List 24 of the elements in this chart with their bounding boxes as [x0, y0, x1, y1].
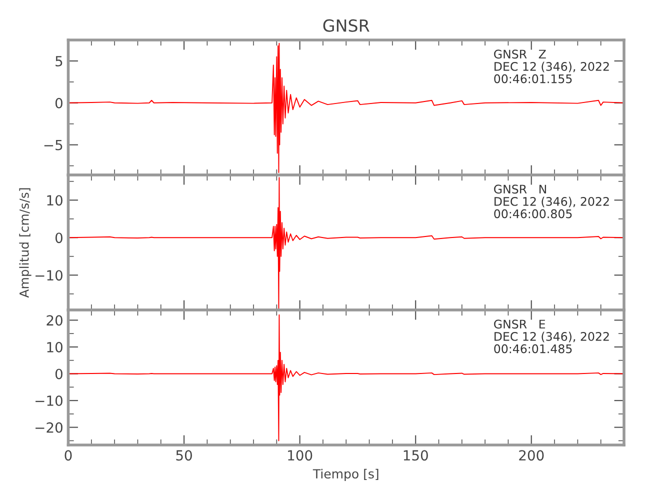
y-axis-title: Amplitud [cm/s/s] [19, 188, 32, 298]
x-tick-label: 100 [288, 450, 312, 461]
annotation: GNSR E DEC 12 (346), 2022 00:46:01.485 [494, 320, 609, 354]
chart-title: GNSR [323, 19, 370, 32]
y-tick-label: −10 [36, 396, 62, 406]
y-tick-label: 0 [55, 368, 62, 380]
y-tick-label: −10 [36, 270, 62, 281]
y-tick-label: 5 [56, 56, 62, 66]
y-tick-label: 0 [55, 98, 62, 108]
x-tick-label: 200 [519, 450, 544, 461]
y-tick-label: −5 [44, 140, 62, 150]
y-tick-label: 10 [47, 342, 62, 352]
line-series [68, 42, 624, 173]
x-tick-label: 150 [404, 450, 428, 461]
annotation: GNSR N DEC 12 (346), 2022 00:46:00.805 [494, 184, 609, 218]
annotation: GNSR Z DEC 12 (346), 2022 00:46:01.155 [494, 50, 609, 84]
x-tick-label: 0 [64, 450, 72, 461]
x-tick-label: 50 [176, 450, 192, 461]
y-tick-label: −20 [36, 422, 62, 433]
y-tick-label: 10 [47, 195, 62, 206]
x-axis-title: Tiempo [s] [312, 468, 378, 481]
line-series [68, 314, 624, 442]
y-tick-label: 0 [55, 232, 62, 244]
y-tick-label: 20 [46, 315, 62, 326]
